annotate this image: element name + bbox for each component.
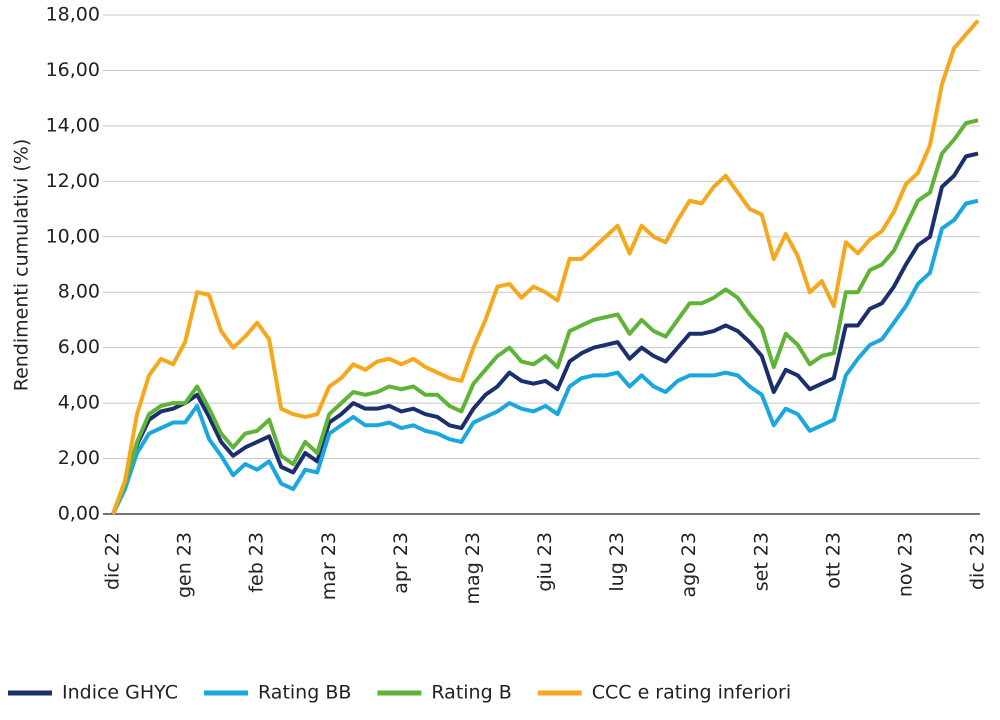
line-series: [111, 151, 979, 515]
x-tick-label: gen 23: [174, 532, 196, 598]
legend-label: Indice GHYC: [62, 682, 178, 704]
y-tick-label: 0,00: [58, 503, 100, 525]
y-tick-label: 4,00: [58, 392, 100, 414]
y-tick-label: 14,00: [46, 114, 100, 136]
y-tick-label: 8,00: [58, 281, 100, 303]
y-tick-label: 18,00: [46, 4, 100, 26]
x-tick-label: set 23: [750, 532, 772, 591]
x-tick-label: giu 23: [534, 532, 556, 592]
legend-label: Rating BB: [258, 682, 351, 704]
y-tick-label: 2,00: [58, 447, 100, 469]
x-tick-label: mag 23: [462, 532, 484, 604]
line-series: [111, 118, 979, 515]
line-series: [111, 198, 979, 515]
x-tick-label: apr 23: [390, 532, 412, 594]
line-series: [111, 19, 980, 515]
y-tick-label: 16,00: [46, 59, 100, 81]
x-tick-label: nov 23: [894, 532, 916, 597]
x-tick-label: feb 23: [246, 532, 268, 593]
y-tick-label: 6,00: [58, 336, 100, 358]
x-tick-label: ago 23: [678, 532, 700, 598]
x-tick-label: lug 23: [606, 532, 628, 592]
x-tick-label: mar 23: [318, 532, 340, 600]
y-axis-title: Rendimenti cumulativi (%): [11, 139, 33, 392]
x-tick-label: dic 22: [102, 532, 124, 590]
legend-label: CCC e rating inferiori: [592, 682, 791, 704]
y-tick-label: 10,00: [46, 225, 100, 247]
x-tick-label: ott 23: [822, 532, 844, 589]
y-tick-label: 12,00: [46, 170, 100, 192]
legend-label: Rating B: [431, 682, 511, 704]
x-tick-label: dic 23: [967, 532, 989, 590]
